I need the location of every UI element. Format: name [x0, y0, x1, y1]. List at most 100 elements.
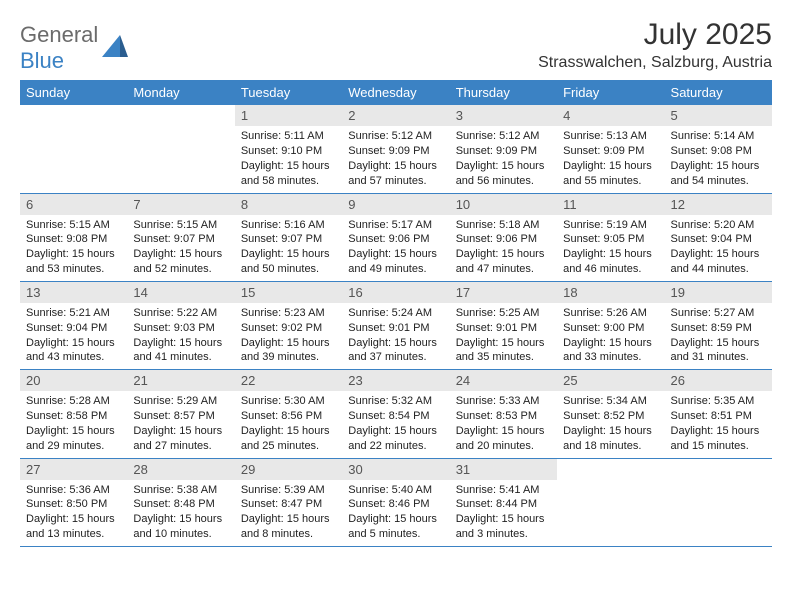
day-number: 8 [235, 194, 342, 215]
daylight-line: Daylight: 15 hours and 50 minutes. [241, 247, 336, 277]
sunset-line: Sunset: 9:08 PM [26, 232, 121, 247]
sunset-line: Sunset: 9:03 PM [133, 321, 228, 336]
sunset-line: Sunset: 8:57 PM [133, 409, 228, 424]
day-body: Sunrise: 5:25 AMSunset: 9:01 PMDaylight:… [450, 303, 557, 369]
sunset-line: Sunset: 9:06 PM [348, 232, 443, 247]
daylight-line: Daylight: 15 hours and 15 minutes. [671, 424, 766, 454]
col-header: Tuesday [235, 80, 342, 105]
sunset-line: Sunset: 8:54 PM [348, 409, 443, 424]
calendar-table: Sunday Monday Tuesday Wednesday Thursday… [20, 80, 772, 547]
day-body: Sunrise: 5:13 AMSunset: 9:09 PMDaylight:… [557, 126, 664, 192]
calendar-day-cell: 1Sunrise: 5:11 AMSunset: 9:10 PMDaylight… [235, 105, 342, 193]
header: General Blue July 2025 Strasswalchen, Sa… [20, 18, 772, 74]
day-body: Sunrise: 5:20 AMSunset: 9:04 PMDaylight:… [665, 215, 772, 281]
calendar-day-cell: 26Sunrise: 5:35 AMSunset: 8:51 PMDayligh… [665, 370, 772, 458]
calendar-day-cell: 16Sunrise: 5:24 AMSunset: 9:01 PMDayligh… [342, 281, 449, 369]
day-body: Sunrise: 5:24 AMSunset: 9:01 PMDaylight:… [342, 303, 449, 369]
sunset-line: Sunset: 9:10 PM [241, 144, 336, 159]
daylight-line: Daylight: 15 hours and 5 minutes. [348, 512, 443, 542]
sunrise-line: Sunrise: 5:15 AM [26, 218, 121, 233]
day-number: 18 [557, 282, 664, 303]
day-body: Sunrise: 5:12 AMSunset: 9:09 PMDaylight:… [450, 126, 557, 192]
day-number: 9 [342, 194, 449, 215]
calendar-week-row: 20Sunrise: 5:28 AMSunset: 8:58 PMDayligh… [20, 370, 772, 458]
day-number: 10 [450, 194, 557, 215]
day-body: Sunrise: 5:11 AMSunset: 9:10 PMDaylight:… [235, 126, 342, 192]
day-body: Sunrise: 5:39 AMSunset: 8:47 PMDaylight:… [235, 480, 342, 546]
day-body: Sunrise: 5:23 AMSunset: 9:02 PMDaylight:… [235, 303, 342, 369]
sunset-line: Sunset: 8:58 PM [26, 409, 121, 424]
sunrise-line: Sunrise: 5:16 AM [241, 218, 336, 233]
sunrise-line: Sunrise: 5:19 AM [563, 218, 658, 233]
sunset-line: Sunset: 8:59 PM [671, 321, 766, 336]
daylight-line: Daylight: 15 hours and 31 minutes. [671, 336, 766, 366]
day-number: 6 [20, 194, 127, 215]
col-header: Friday [557, 80, 664, 105]
sunset-line: Sunset: 9:01 PM [348, 321, 443, 336]
daylight-line: Daylight: 15 hours and 44 minutes. [671, 247, 766, 277]
calendar-day-cell: 25Sunrise: 5:34 AMSunset: 8:52 PMDayligh… [557, 370, 664, 458]
calendar-day-cell: 11Sunrise: 5:19 AMSunset: 9:05 PMDayligh… [557, 193, 664, 281]
daylight-line: Daylight: 15 hours and 47 minutes. [456, 247, 551, 277]
sunset-line: Sunset: 9:04 PM [671, 232, 766, 247]
sunrise-line: Sunrise: 5:21 AM [26, 306, 121, 321]
day-number: 30 [342, 459, 449, 480]
calendar-day-cell: 9Sunrise: 5:17 AMSunset: 9:06 PMDaylight… [342, 193, 449, 281]
calendar-day-cell: 8 Sunrise: 5:16 AMSunset: 9:07 PMDaylight… [235, 193, 342, 281]
day-body: Sunrise: 5:29 AMSunset: 8:57 PMDaylight:… [127, 391, 234, 457]
day-number: 21 [127, 370, 234, 391]
sunset-line: Sunset: 9:07 PM [241, 232, 336, 247]
calendar-day-cell: 3Sunrise: 5:12 AMSunset: 9:09 PMDaylight… [450, 105, 557, 193]
sunset-line: Sunset: 9:07 PM [133, 232, 228, 247]
daylight-line: Daylight: 15 hours and 57 minutes. [348, 159, 443, 189]
day-body: Sunrise: 5:36 AMSunset: 8:50 PMDaylight:… [20, 480, 127, 546]
calendar-day-cell [20, 105, 127, 193]
sunrise-line: Sunrise: 5:41 AM [456, 483, 551, 498]
calendar-day-cell: 17Sunrise: 5:25 AMSunset: 9:01 PMDayligh… [450, 281, 557, 369]
daylight-line: Daylight: 15 hours and 37 minutes. [348, 336, 443, 366]
sunrise-line: Sunrise: 5:39 AM [241, 483, 336, 498]
daylight-line: Daylight: 15 hours and 53 minutes. [26, 247, 121, 277]
sunrise-line: Sunrise: 5:32 AM [348, 394, 443, 409]
daylight-line: Daylight: 15 hours and 13 minutes. [26, 512, 121, 542]
day-body: Sunrise: 5:32 AMSunset: 8:54 PMDaylight:… [342, 391, 449, 457]
sunset-line: Sunset: 8:47 PM [241, 497, 336, 512]
sunrise-line: Sunrise: 5:35 AM [671, 394, 766, 409]
calendar-day-cell: 10Sunrise: 5:18 AMSunset: 9:06 PMDayligh… [450, 193, 557, 281]
day-number: 2 [342, 105, 449, 126]
daylight-line: Daylight: 15 hours and 43 minutes. [26, 336, 121, 366]
calendar-day-cell: 5Sunrise: 5:14 AMSunset: 9:08 PMDaylight… [665, 105, 772, 193]
day-body: Sunrise: 5:21 AMSunset: 9:04 PMDaylight:… [20, 303, 127, 369]
sunset-line: Sunset: 9:00 PM [563, 321, 658, 336]
day-body: Sunrise: 5:41 AMSunset: 8:44 PMDaylight:… [450, 480, 557, 546]
sunset-line: Sunset: 9:08 PM [671, 144, 766, 159]
calendar-week-row: 13Sunrise: 5:21 AMSunset: 9:04 PMDayligh… [20, 281, 772, 369]
sunset-line: Sunset: 8:53 PM [456, 409, 551, 424]
calendar-day-cell: 31Sunrise: 5:41 AMSunset: 8:44 PMDayligh… [450, 458, 557, 546]
page-title: July 2025 [538, 18, 772, 52]
title-block: July 2025 Strasswalchen, Salzburg, Austr… [538, 18, 772, 72]
day-number: 7 [127, 194, 234, 215]
day-body: Sunrise: 5:18 AMSunset: 9:06 PMDaylight:… [450, 215, 557, 281]
day-body: Sunrise: 5:12 AMSunset: 9:09 PMDaylight:… [342, 126, 449, 192]
calendar-day-cell: 21Sunrise: 5:29 AMSunset: 8:57 PMDayligh… [127, 370, 234, 458]
sunrise-line: Sunrise: 5:20 AM [671, 218, 766, 233]
sunrise-line: Sunrise: 5:40 AM [348, 483, 443, 498]
sunrise-line: Sunrise: 5:17 AM [348, 218, 443, 233]
sunset-line: Sunset: 8:51 PM [671, 409, 766, 424]
calendar-body: 1Sunrise: 5:11 AMSunset: 9:10 PMDaylight… [20, 105, 772, 547]
calendar-day-cell: 12Sunrise: 5:20 AMSunset: 9:04 PMDayligh… [665, 193, 772, 281]
calendar-day-cell: 19Sunrise: 5:27 AMSunset: 8:59 PMDayligh… [665, 281, 772, 369]
day-body: Sunrise: 5:33 AMSunset: 8:53 PMDaylight:… [450, 391, 557, 457]
daylight-line: Daylight: 15 hours and 22 minutes. [348, 424, 443, 454]
daylight-line: Daylight: 15 hours and 58 minutes. [241, 159, 336, 189]
col-header: Wednesday [342, 80, 449, 105]
daylight-line: Daylight: 15 hours and 55 minutes. [563, 159, 658, 189]
sunrise-line: Sunrise: 5:30 AM [241, 394, 336, 409]
day-number: 3 [450, 105, 557, 126]
sunset-line: Sunset: 9:09 PM [348, 144, 443, 159]
day-number: 19 [665, 282, 772, 303]
sunset-line: Sunset: 8:48 PM [133, 497, 228, 512]
sunrise-line: Sunrise: 5:36 AM [26, 483, 121, 498]
day-number: 13 [20, 282, 127, 303]
